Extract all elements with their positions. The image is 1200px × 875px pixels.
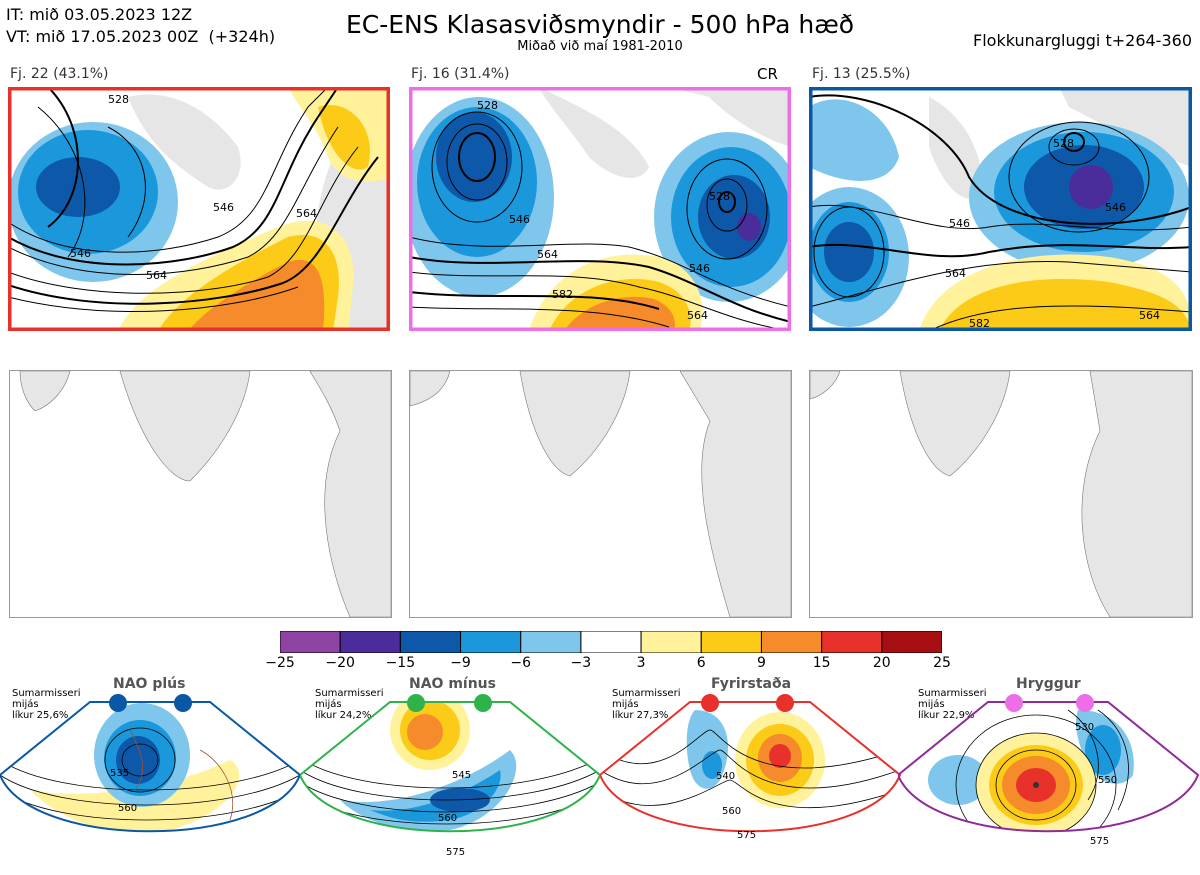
page-subtitle: Miðað við maí 1981-2010 bbox=[517, 39, 683, 54]
colorbar-swatch bbox=[580, 630, 642, 654]
header-info: IT: mið 03.05.2023 12Z VT: mið 17.05.202… bbox=[6, 4, 275, 48]
cluster-2-contour-label: 546 bbox=[509, 213, 530, 226]
clim-4-contour-label: 550 bbox=[1098, 775, 1118, 786]
cluster-1-contour-label: 528 bbox=[108, 93, 129, 106]
colorbar-swatch bbox=[640, 630, 702, 654]
clim-1-panel: 535 560 bbox=[0, 690, 302, 871]
clim-4-title: Hryggur bbox=[1016, 676, 1081, 692]
cluster-1-map: 528 546 546 564 564 bbox=[8, 87, 390, 331]
cluster-1-contour-label: 564 bbox=[146, 269, 167, 282]
colorbar-labels: −25 −20 −15 −9 −6 −3 3 6 9 15 20 25 bbox=[265, 655, 951, 675]
cluster-2-label: Fj. 16 (31.4%) bbox=[411, 66, 510, 82]
clim-1-title: NAO plús bbox=[113, 676, 186, 692]
clim-3-title: Fyrirstaða bbox=[711, 676, 792, 692]
clim-1-note: Sumarmisseri mijás líkur 25,6% bbox=[12, 688, 81, 721]
cluster-1-contour-label: 564 bbox=[296, 207, 317, 220]
clim-3-panel: 540 560 575 bbox=[598, 690, 902, 871]
cluster-3-label: Fj. 13 (25.5%) bbox=[812, 66, 911, 82]
cluster-3-contour-label: 546 bbox=[1105, 201, 1126, 214]
colorbar-tick-label: −9 bbox=[450, 655, 471, 671]
empty-map-3 bbox=[809, 370, 1193, 618]
cluster-3-contour-label: 564 bbox=[945, 267, 966, 280]
clim-4-panel: 530 550 575 bbox=[896, 690, 1200, 871]
colorbar-swatch bbox=[760, 630, 823, 654]
cluster-1-contour-label: 546 bbox=[213, 201, 234, 214]
colorbar-tick-label: 15 bbox=[812, 655, 831, 671]
clim-2-title: NAO mínus bbox=[409, 676, 496, 692]
cluster-2-contour-label: 528 bbox=[477, 99, 498, 112]
clim-2-contour-label: 545 bbox=[452, 770, 472, 781]
colorbar-swatches bbox=[279, 630, 943, 654]
clim-1-frame bbox=[0, 701, 302, 833]
clim-1-contour-label: 560 bbox=[118, 803, 138, 814]
clim-3-dot bbox=[701, 694, 719, 712]
colorbar-swatch bbox=[339, 630, 401, 654]
clim-3-contour-label: 540 bbox=[716, 771, 736, 782]
colorbar-tick-label: 3 bbox=[636, 655, 646, 671]
clim-3-contour-label: 560 bbox=[722, 806, 742, 817]
clim-2-contour-label: 575 bbox=[446, 847, 466, 858]
clim-3-note: Sumarmisseri mijás líkur 27,3% bbox=[612, 688, 681, 721]
colorbar-tick-label: −15 bbox=[385, 655, 416, 671]
clim-2-note: Sumarmisseri mijás líkur 24,2% bbox=[315, 688, 384, 721]
cluster-2-contour-label: 528 bbox=[709, 190, 730, 203]
clim-2-dot bbox=[474, 694, 492, 712]
colorbar-tick-label: 20 bbox=[872, 655, 891, 671]
empty-map-1 bbox=[9, 370, 392, 618]
clim-3-dot bbox=[776, 694, 794, 712]
clim-4-frame bbox=[896, 701, 1200, 833]
cluster-1-contour-label: 546 bbox=[70, 247, 91, 260]
clim-4-dot bbox=[1005, 694, 1023, 712]
clim-2-panel: 545 560 575 bbox=[298, 690, 602, 871]
cluster-3-contour-label: 528 bbox=[1053, 137, 1074, 150]
clim-4-dot bbox=[1076, 694, 1094, 712]
colorbar-swatch bbox=[520, 630, 582, 654]
colorbar-tick-label: 9 bbox=[756, 655, 766, 671]
clim-4-note: Sumarmisseri mijás líkur 22,9% bbox=[918, 688, 987, 721]
clim-4-contour-label: 575 bbox=[1090, 836, 1110, 847]
cluster-2-contour-label: 564 bbox=[687, 309, 708, 322]
clim-2-dot bbox=[407, 694, 425, 712]
init-time: IT: mið 03.05.2023 12Z bbox=[6, 5, 193, 24]
clim-3-frame bbox=[598, 701, 902, 833]
colorbar-tick-label: 6 bbox=[696, 655, 706, 671]
colorbar-swatch bbox=[399, 630, 462, 654]
page-title: EC-ENS Klasasviðsmyndir - 500 hPa hæð bbox=[345, 10, 855, 39]
cluster-3-map: 528 546 546 564 582 564 bbox=[809, 87, 1192, 331]
clim-1-dot bbox=[109, 694, 127, 712]
cluster-2-contour-label: 564 bbox=[537, 248, 558, 261]
empty-map-2 bbox=[409, 370, 792, 618]
colorbar-tick-label: −25 bbox=[265, 655, 295, 671]
clim-3-contour-label: 575 bbox=[737, 830, 757, 841]
clim-2-contour-label: 560 bbox=[438, 813, 458, 824]
colorbar-swatch bbox=[279, 630, 341, 654]
cluster-1-label: Fj. 22 (43.1%) bbox=[10, 66, 109, 82]
clim-4-contour-label: 530 bbox=[1075, 722, 1095, 733]
colorbar-swatch bbox=[821, 630, 883, 654]
colorbar-tick-label: −6 bbox=[510, 655, 532, 671]
colorbar-tick-label: −3 bbox=[570, 655, 592, 671]
cluster-3-contour-label: 564 bbox=[1139, 309, 1160, 322]
cluster-3-frame bbox=[809, 87, 1192, 331]
colorbar-swatch bbox=[881, 630, 943, 654]
colorbar-tick-label: −20 bbox=[325, 655, 355, 671]
cluster-3-contour-label: 546 bbox=[949, 217, 970, 230]
classification-window: Flokkunargluggi t+264-360 bbox=[973, 31, 1192, 50]
cluster-1-frame bbox=[8, 87, 390, 331]
cluster-2-frame bbox=[409, 87, 791, 331]
cluster-2-contour-label: 546 bbox=[689, 262, 710, 275]
colorbar-tick-label: 25 bbox=[933, 655, 951, 671]
colorbar bbox=[279, 630, 943, 654]
cluster-2-tag: CR bbox=[757, 65, 778, 83]
cluster-2-contour-label: 582 bbox=[552, 288, 573, 301]
colorbar-swatch bbox=[700, 630, 762, 654]
colorbar-swatch bbox=[460, 630, 522, 654]
cluster-3-contour-label: 582 bbox=[969, 317, 990, 330]
clim-1-dot bbox=[174, 694, 192, 712]
clim-2-frame bbox=[298, 701, 602, 833]
valid-time: VT: mið 17.05.2023 00Z (+324h) bbox=[6, 27, 276, 46]
cluster-2-map: 528 546 564 582 528 546 564 bbox=[409, 87, 791, 331]
clim-1-contour-label: 535 bbox=[110, 768, 130, 779]
